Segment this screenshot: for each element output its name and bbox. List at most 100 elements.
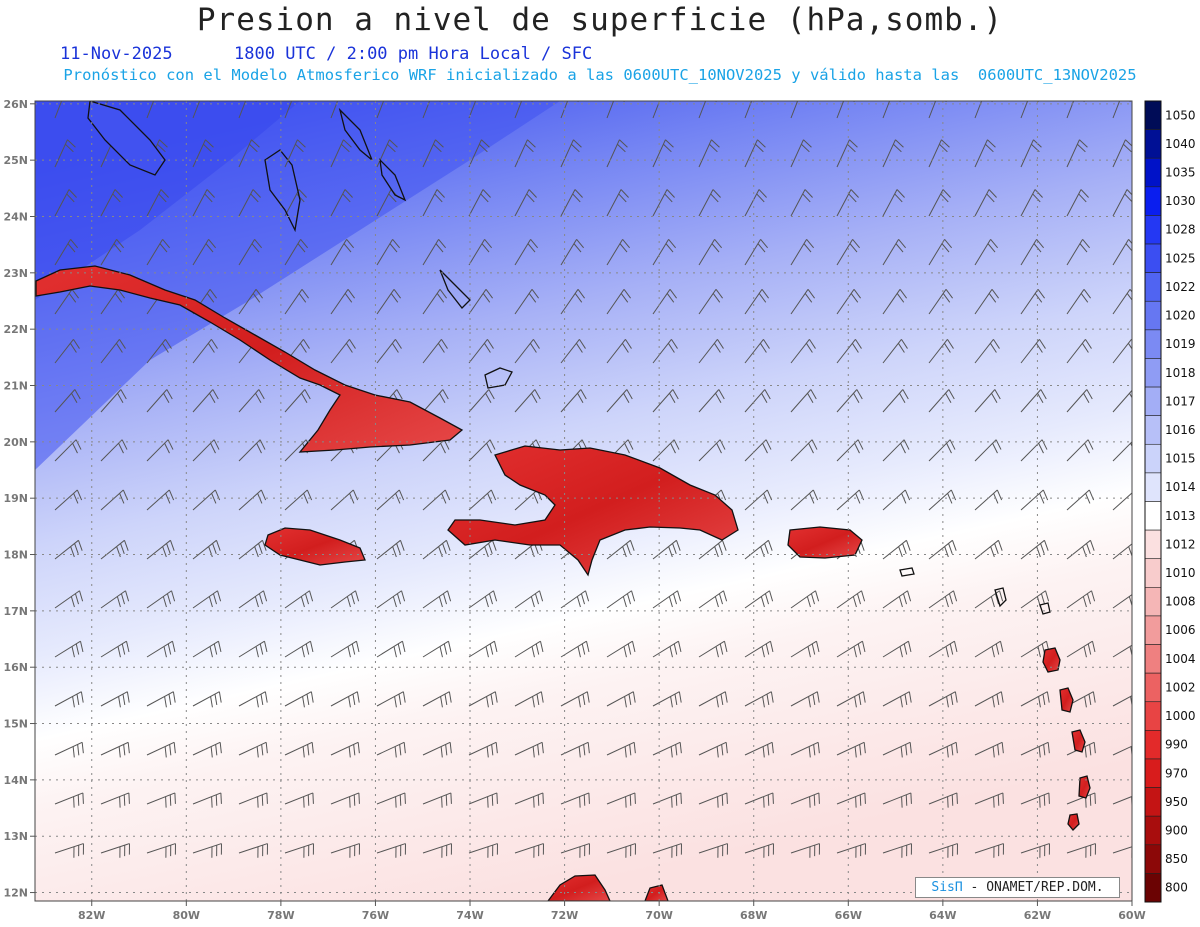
lat-tick-label: 25N: [3, 154, 28, 167]
wind-barb: [54, 640, 84, 658]
wind-barb: [146, 741, 176, 758]
wind-barb: [560, 389, 587, 413]
wind-barb: [928, 792, 958, 808]
wind-barb: [882, 843, 912, 858]
wind-barb: [652, 741, 682, 758]
colorbar-swatch: [1144, 215, 1162, 245]
wind-barb: [1066, 339, 1092, 364]
colorbar-swatch: [1144, 300, 1162, 331]
wind-barb: [1020, 843, 1050, 858]
lat-tick-label: 19N: [3, 492, 28, 505]
wind-barb: [560, 640, 590, 658]
wind-barb: [1112, 101, 1131, 119]
colorbar-swatch: [1144, 758, 1162, 788]
bahamas-eleuthera: [379, 158, 407, 202]
wind-barb: [882, 189, 905, 217]
wind-barb: [744, 590, 774, 609]
lon-tick-label: 70W: [645, 909, 672, 922]
wind-barb: [514, 189, 537, 217]
wind-barb: [376, 101, 395, 119]
colorbar-frame: [1144, 100, 1162, 903]
wind-barb: [744, 139, 766, 168]
wind-barb: [836, 239, 861, 266]
wind-barb: [146, 691, 176, 708]
wind-barb: [468, 741, 498, 758]
lon-tick-label: 60W: [1118, 909, 1145, 922]
wind-barb: [284, 139, 306, 168]
colorbar-swatch: [1144, 873, 1162, 903]
wind-barb: [376, 139, 398, 168]
wind-barb: [1066, 792, 1096, 808]
colorbar-swatch: [1144, 358, 1162, 388]
colorbar-label: 1018: [1165, 366, 1196, 380]
wind-barb: [54, 139, 76, 168]
colorbar-swatch: [1144, 272, 1162, 302]
wind-barb: [376, 539, 405, 560]
wind-barb: [1066, 389, 1093, 413]
wind-barb: [422, 590, 452, 609]
wind-barb: [284, 489, 313, 511]
wind-barb: [468, 289, 493, 315]
colorbar-swatch: [1144, 386, 1162, 416]
colorbar-swatch: [1144, 587, 1162, 617]
colorbar-label: 1012: [1165, 537, 1196, 551]
bahamas-long-island: [439, 269, 471, 309]
martinique-island: [1059, 687, 1074, 713]
wind-barb: [100, 539, 129, 560]
wind-barb: [468, 590, 498, 609]
wind-barb: [514, 640, 544, 658]
wind-barb: [560, 189, 583, 217]
wind-barb: [238, 439, 266, 462]
wind-barb: [836, 691, 866, 708]
colorbar-swatch: [1144, 529, 1162, 560]
wind-barb: [376, 289, 401, 315]
grenada-island: [1067, 813, 1080, 831]
wind-barb: [284, 741, 314, 758]
wind-barb: [376, 590, 406, 609]
wind-barb: [238, 389, 265, 413]
wind-barb: [560, 741, 590, 758]
wind-barb: [974, 590, 1004, 609]
wind-barb: [376, 489, 405, 511]
wind-barb: [652, 289, 677, 315]
wind-barb: [974, 189, 997, 217]
wind-barb: [54, 389, 81, 413]
wind-barb: [422, 741, 452, 758]
colorbar-label: 900: [1165, 823, 1188, 837]
wind-barb: [514, 289, 539, 315]
bahamas-inagua: [484, 367, 513, 389]
wind-barb: [376, 640, 406, 658]
wind-barb: [606, 139, 628, 168]
guadeloupe-island: [1042, 647, 1061, 673]
wind-barb: [284, 101, 303, 119]
wind-barb: [836, 741, 866, 758]
colorbar-label: 1040: [1165, 137, 1196, 151]
map-frame: [34, 100, 1133, 902]
wind-barb: [1112, 339, 1132, 364]
wind-barb: [330, 640, 360, 658]
wind-barb: [836, 389, 863, 413]
wind-barb: [928, 539, 957, 560]
bahamas-andros: [264, 149, 301, 233]
wind-barb: [192, 101, 211, 119]
wind-barb: [54, 189, 77, 217]
south-coast-land: [547, 874, 611, 901]
wind-barb: [652, 239, 677, 266]
wind-barb: [54, 489, 83, 511]
wind-barb: [468, 239, 493, 266]
wind-barb: [1020, 101, 1039, 119]
wind-barb: [330, 139, 352, 168]
wind-barb: [1112, 389, 1132, 413]
lon-tick-label: 68W: [740, 909, 767, 922]
wind-barb: [192, 139, 214, 168]
wind-barb: [974, 539, 1003, 560]
wind-barb: [744, 389, 771, 413]
wind-barb: [974, 289, 999, 315]
wind-barb: [330, 239, 355, 266]
wind-barb: [146, 590, 176, 609]
wind-barb: [1066, 189, 1089, 217]
credit-separator: -: [962, 880, 987, 895]
wind-barb: [330, 741, 360, 758]
wind-barb: [376, 792, 406, 808]
wind-barb: [744, 289, 769, 315]
